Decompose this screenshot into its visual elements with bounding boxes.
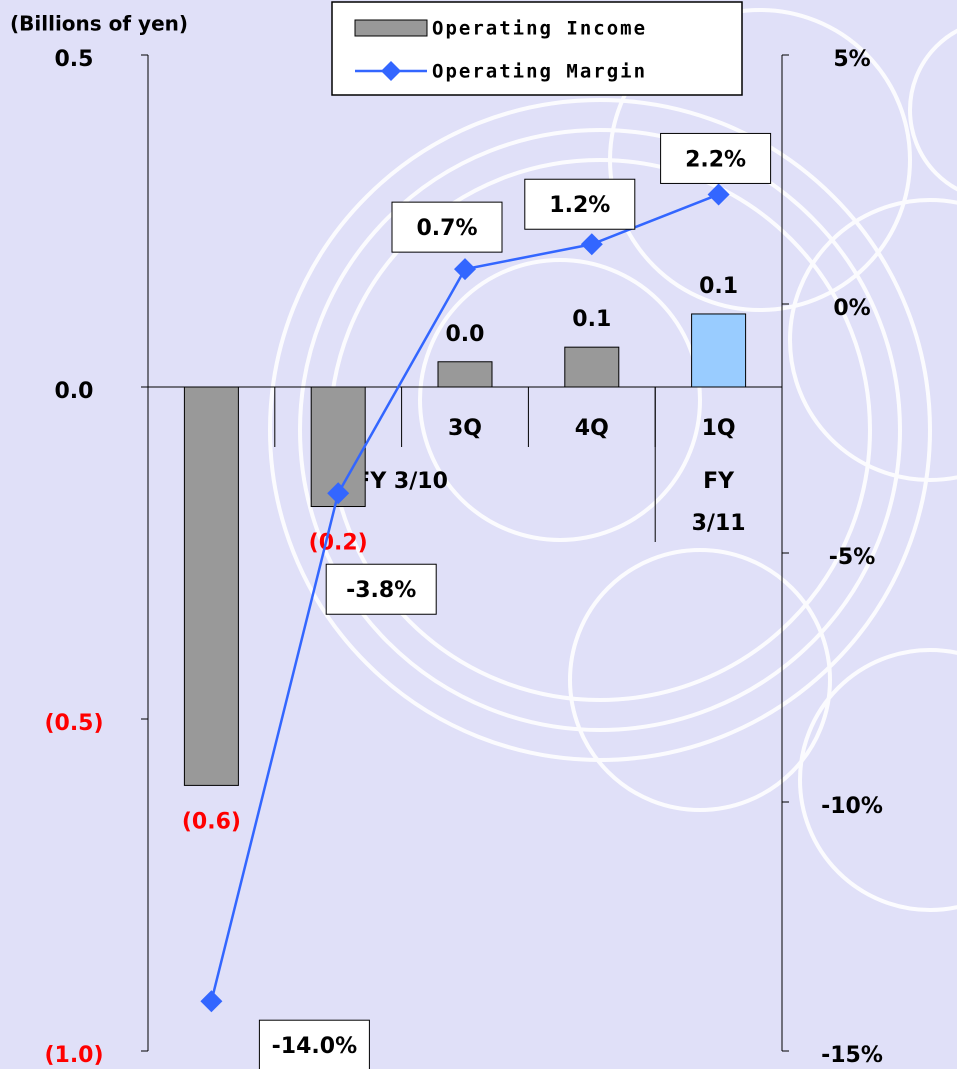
value-label-box — [660, 132, 772, 184]
decoration — [268, 8, 957, 912]
marker — [454, 258, 476, 281]
bar — [437, 361, 493, 388]
legend-swatch — [354, 19, 428, 37]
legend: Operating Income Operating Margin — [331, 1, 743, 96]
y-axis-label: (Billions of yen) — [10, 12, 188, 36]
y-tick-label: (0.5) — [44, 711, 103, 736]
y-tick-label: (1.0) — [44, 1043, 103, 1068]
x-tick-label: 1Q — [702, 416, 736, 441]
bar-value-label: 0.1 — [572, 307, 611, 332]
value-label: -3.8% — [325, 563, 437, 615]
value-label-box — [325, 563, 437, 615]
group-label: FY 3/10 — [355, 469, 448, 494]
y2-tick-label: 0% — [833, 296, 870, 321]
marker — [707, 183, 730, 206]
legend-box — [331, 1, 743, 96]
legend-label: Operating Income — [432, 18, 647, 40]
bar-value-label: 0.1 — [699, 274, 738, 299]
y-tick-label: 0.5 — [55, 47, 94, 72]
y-tick-label: 0.0 — [55, 379, 94, 404]
bar — [691, 313, 747, 388]
value-label-box — [524, 178, 636, 230]
x-tick-label: 4Q — [575, 416, 609, 441]
marker — [580, 233, 603, 256]
marker — [200, 990, 223, 1013]
y2-tick-label: -5% — [829, 545, 875, 570]
value-label-box — [391, 201, 503, 253]
marker — [327, 482, 350, 505]
value-label-text: -3.8% — [346, 578, 416, 603]
value-label-text: 1.2% — [549, 193, 610, 218]
value-label: 2.2% — [660, 132, 772, 184]
y2-tick-label: -10% — [821, 794, 883, 819]
legend-marker — [381, 61, 401, 81]
legend-label: Operating Margin — [432, 61, 647, 83]
value-label-box — [258, 1019, 370, 1069]
value-label-text: -14.0% — [272, 1034, 357, 1059]
group-label: FY 3/11 — [692, 469, 746, 536]
value-label: -14.0% — [258, 1019, 370, 1069]
bar-value-label: (0.6) — [182, 809, 241, 834]
y2-tick-label: 5% — [833, 47, 870, 72]
bar-value-label: (0.2) — [309, 531, 368, 556]
value-label-text: 0.7% — [416, 216, 477, 241]
bar-value-label: 0.0 — [446, 322, 485, 347]
y2-tick-label: -15% — [821, 1043, 883, 1068]
value-label: 0.7% — [391, 201, 503, 253]
bar — [183, 386, 239, 786]
value-label: 1.2% — [524, 178, 636, 230]
value-label-text: 2.2% — [685, 147, 746, 172]
x-tick-label: 3Q — [448, 416, 482, 441]
bar — [564, 346, 620, 388]
